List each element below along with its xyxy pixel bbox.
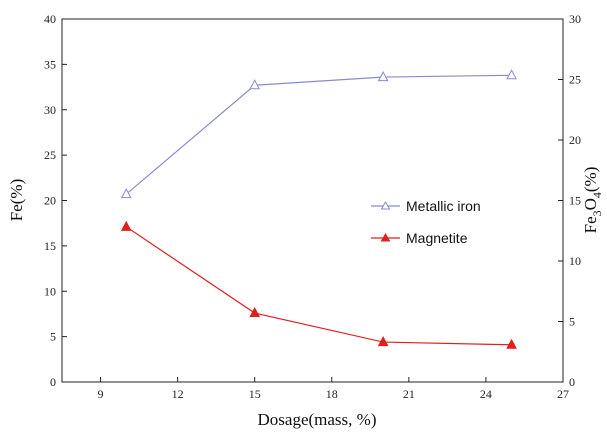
y-left-tick-label: 30 — [44, 103, 56, 117]
data-point-magnetite — [249, 306, 261, 318]
x-tick-label: 12 — [172, 387, 184, 401]
y-left-tick-label: 20 — [44, 194, 56, 208]
data-point-metallic-iron — [120, 188, 132, 199]
legend-label-metallic-iron: Metallic iron — [406, 198, 481, 214]
y-left-tick-label: 15 — [44, 239, 56, 253]
y-right-tick-label: 10 — [569, 254, 581, 268]
y-left-tick-label: 35 — [44, 57, 56, 71]
y-right-tick-label: 20 — [569, 133, 581, 147]
series-line-magnetite — [125, 226, 512, 346]
y-right-title-sub: 4 — [590, 192, 604, 198]
series-line-metallic-iron — [125, 74, 512, 195]
y-right-tick-label: 0 — [569, 375, 575, 389]
x-tick-label: 15 — [249, 387, 261, 401]
x-axis-title: Dosage(mass, %) — [258, 410, 377, 429]
x-tick-label: 27 — [557, 387, 569, 401]
y-right-tick-label: 25 — [569, 73, 581, 87]
y-right-title-part: Fe — [581, 216, 600, 233]
legend: Metallic iron Magnetite — [371, 198, 481, 246]
y-right-tick-label: 5 — [569, 315, 575, 329]
y-left-tick-label: 0 — [50, 375, 56, 389]
y-left-axis-title: Fe(%) — [7, 179, 26, 221]
x-tick-label: 21 — [403, 387, 415, 401]
data-point-magnetite — [120, 220, 132, 231]
y-left-tick-label: 10 — [44, 284, 56, 298]
legend-label-magnetite: Magnetite — [406, 230, 468, 246]
x-tick-label: 18 — [326, 387, 338, 401]
y-left-tick-label: 40 — [44, 12, 56, 26]
data-point-metallic-iron — [506, 69, 517, 80]
plot-area-frame — [61, 18, 564, 383]
y-right-title-part: (%) — [581, 167, 600, 192]
y-right-tick-label: 15 — [569, 194, 581, 208]
x-tick-label: 9 — [98, 387, 104, 401]
y-left-tick-label: 25 — [44, 148, 56, 162]
legend-marker-metallic-iron — [380, 200, 391, 210]
y-right-axis-title: Fe3O4(%) — [581, 167, 604, 234]
y-right-title-sub: 3 — [590, 210, 604, 216]
y-left-tick-label: 5 — [50, 330, 56, 344]
legend-marker-magnetite — [380, 232, 391, 242]
data-point-metallic-iron — [377, 71, 389, 82]
data-point-magnetite — [506, 338, 517, 349]
y-right-tick-label: 30 — [569, 12, 581, 26]
x-tick-label: 24 — [480, 387, 492, 401]
data-point-magnetite — [377, 336, 389, 347]
data-point-metallic-iron — [249, 79, 261, 90]
y-right-title-part: O — [581, 198, 600, 210]
